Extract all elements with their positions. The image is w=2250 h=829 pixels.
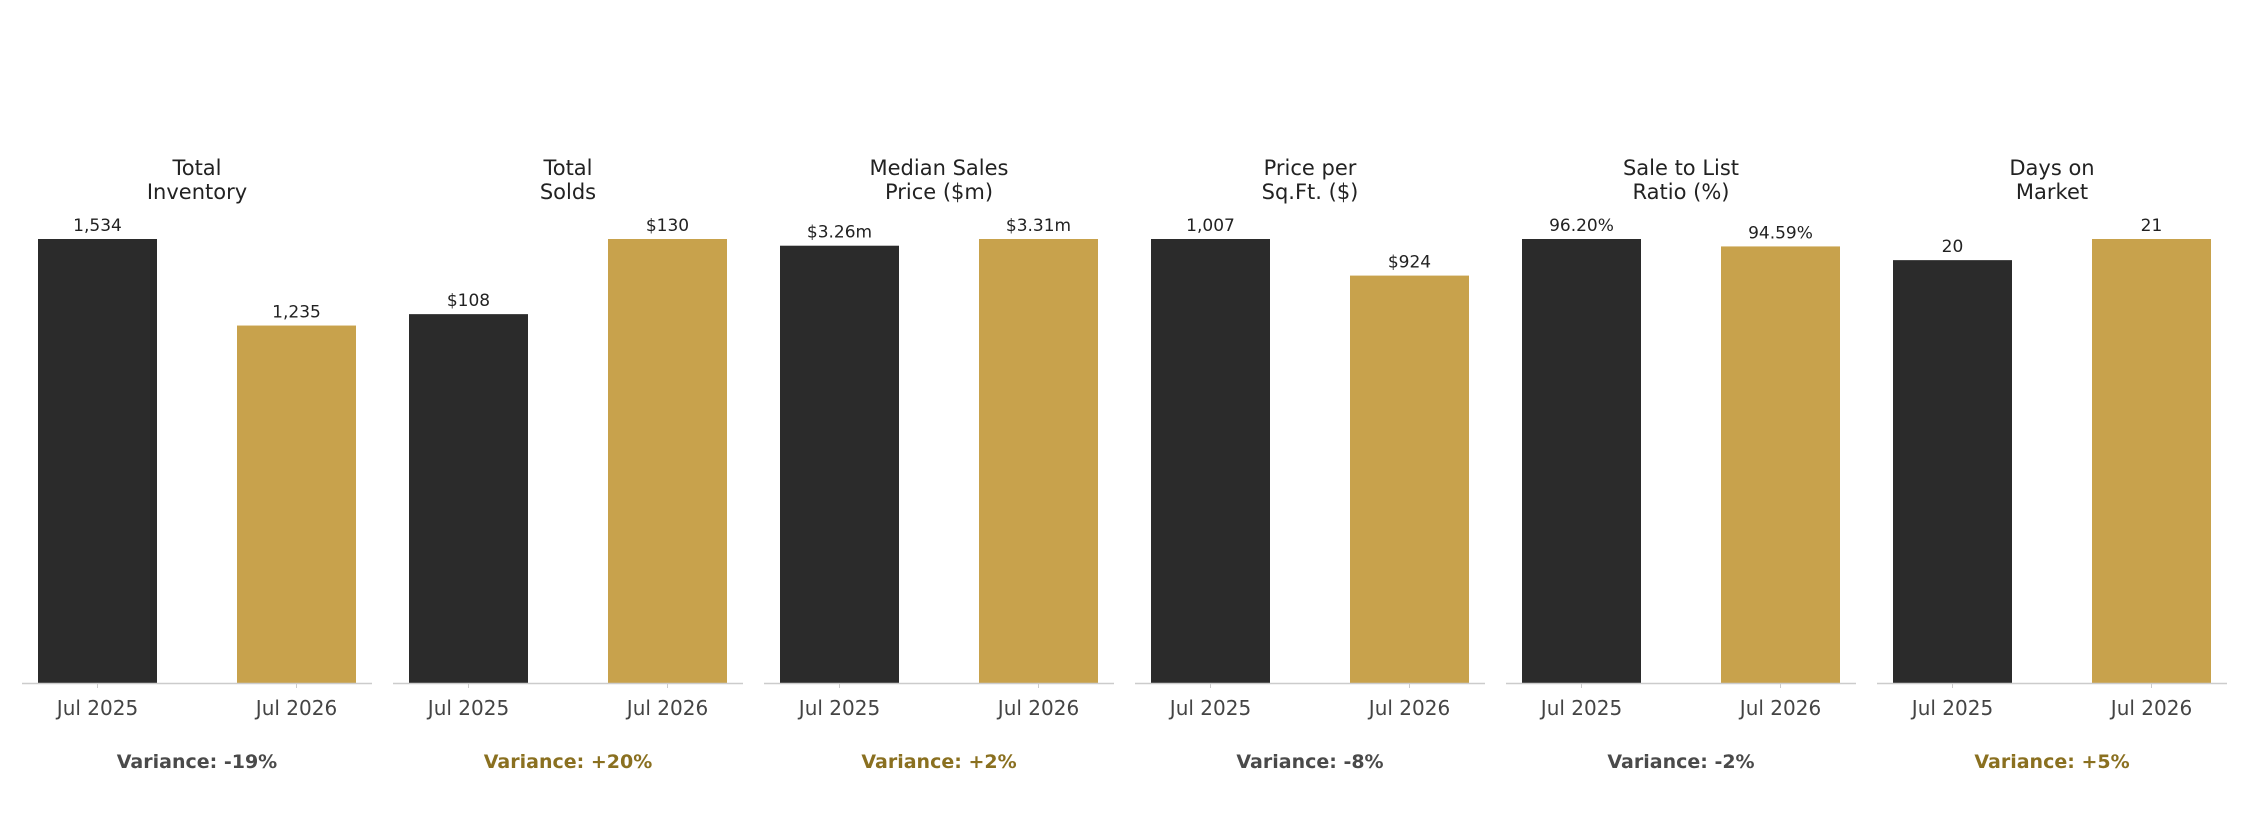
bar-value-label: $3.26m [807, 223, 872, 243]
panel-title-line: Solds [540, 180, 596, 204]
bar-value-label: 1,235 [272, 303, 321, 323]
bar-value-label: 20 [1942, 237, 1964, 257]
bar-value-label: 96.20% [1549, 216, 1614, 236]
bar-value-label: 21 [2141, 216, 2163, 236]
x-tick-label: Jul 2026 [1738, 696, 1821, 720]
panel-title-line: Price ($m) [885, 180, 993, 204]
bar-value-label: $924 [1388, 253, 1431, 273]
bar-value-label: 1,007 [1186, 216, 1235, 236]
panel-title-line: Ratio (%) [1633, 180, 1730, 204]
bar-prior [1151, 239, 1270, 683]
bar-current [237, 325, 356, 683]
panel-title-line: Days on [2009, 156, 2094, 180]
bar-value-label: 1,534 [73, 216, 122, 236]
panel-title-line: Price per [1264, 156, 1357, 180]
panel-title-line: Sale to List [1623, 156, 1739, 180]
bar-value-label: $3.31m [1006, 216, 1071, 236]
variance-label: Variance: -19% [117, 751, 277, 773]
bar-prior [38, 239, 157, 683]
x-tick-label: Jul 2025 [1539, 696, 1622, 720]
x-tick-label: Jul 2025 [797, 696, 880, 720]
panel-title-line: Total [171, 156, 221, 180]
bar-current [608, 239, 727, 683]
bar-prior [780, 245, 899, 683]
x-tick-label: Jul 2025 [55, 696, 138, 720]
x-tick-label: Jul 2026 [996, 696, 1079, 720]
x-tick-label: Jul 2026 [254, 696, 337, 720]
variance-label: Variance: -8% [1236, 751, 1383, 773]
panel-title-line: Median Sales [870, 156, 1009, 180]
panel-title-line: Total [542, 156, 592, 180]
x-tick-label: Jul 2026 [1367, 696, 1450, 720]
bar-prior [1522, 239, 1641, 683]
x-tick-label: Jul 2026 [2109, 696, 2192, 720]
x-tick-label: Jul 2025 [426, 696, 509, 720]
x-tick-label: Jul 2025 [1910, 696, 1993, 720]
bar-current [2092, 239, 2211, 683]
bar-current [979, 239, 1098, 683]
variance-label: Variance: +20% [484, 751, 652, 773]
variance-label: Variance: +5% [1974, 751, 2129, 773]
bar-current [1350, 275, 1469, 683]
bar-prior [1893, 260, 2012, 683]
bar-value-label: $108 [447, 291, 490, 311]
bar-current [1721, 246, 1840, 683]
bar-value-label: $130 [646, 216, 689, 236]
panel-title-line: Sq.Ft. ($) [1262, 180, 1359, 204]
x-tick-label: Jul 2025 [1168, 696, 1251, 720]
x-tick-label: Jul 2026 [625, 696, 708, 720]
variance-label: Variance: +2% [861, 751, 1016, 773]
panel-title-line: Inventory [147, 180, 247, 204]
bar-value-label: 94.59% [1748, 223, 1813, 243]
variance-label: Variance: -2% [1607, 751, 1754, 773]
bar-prior [409, 314, 528, 683]
panel-title-line: Market [2016, 180, 2088, 204]
